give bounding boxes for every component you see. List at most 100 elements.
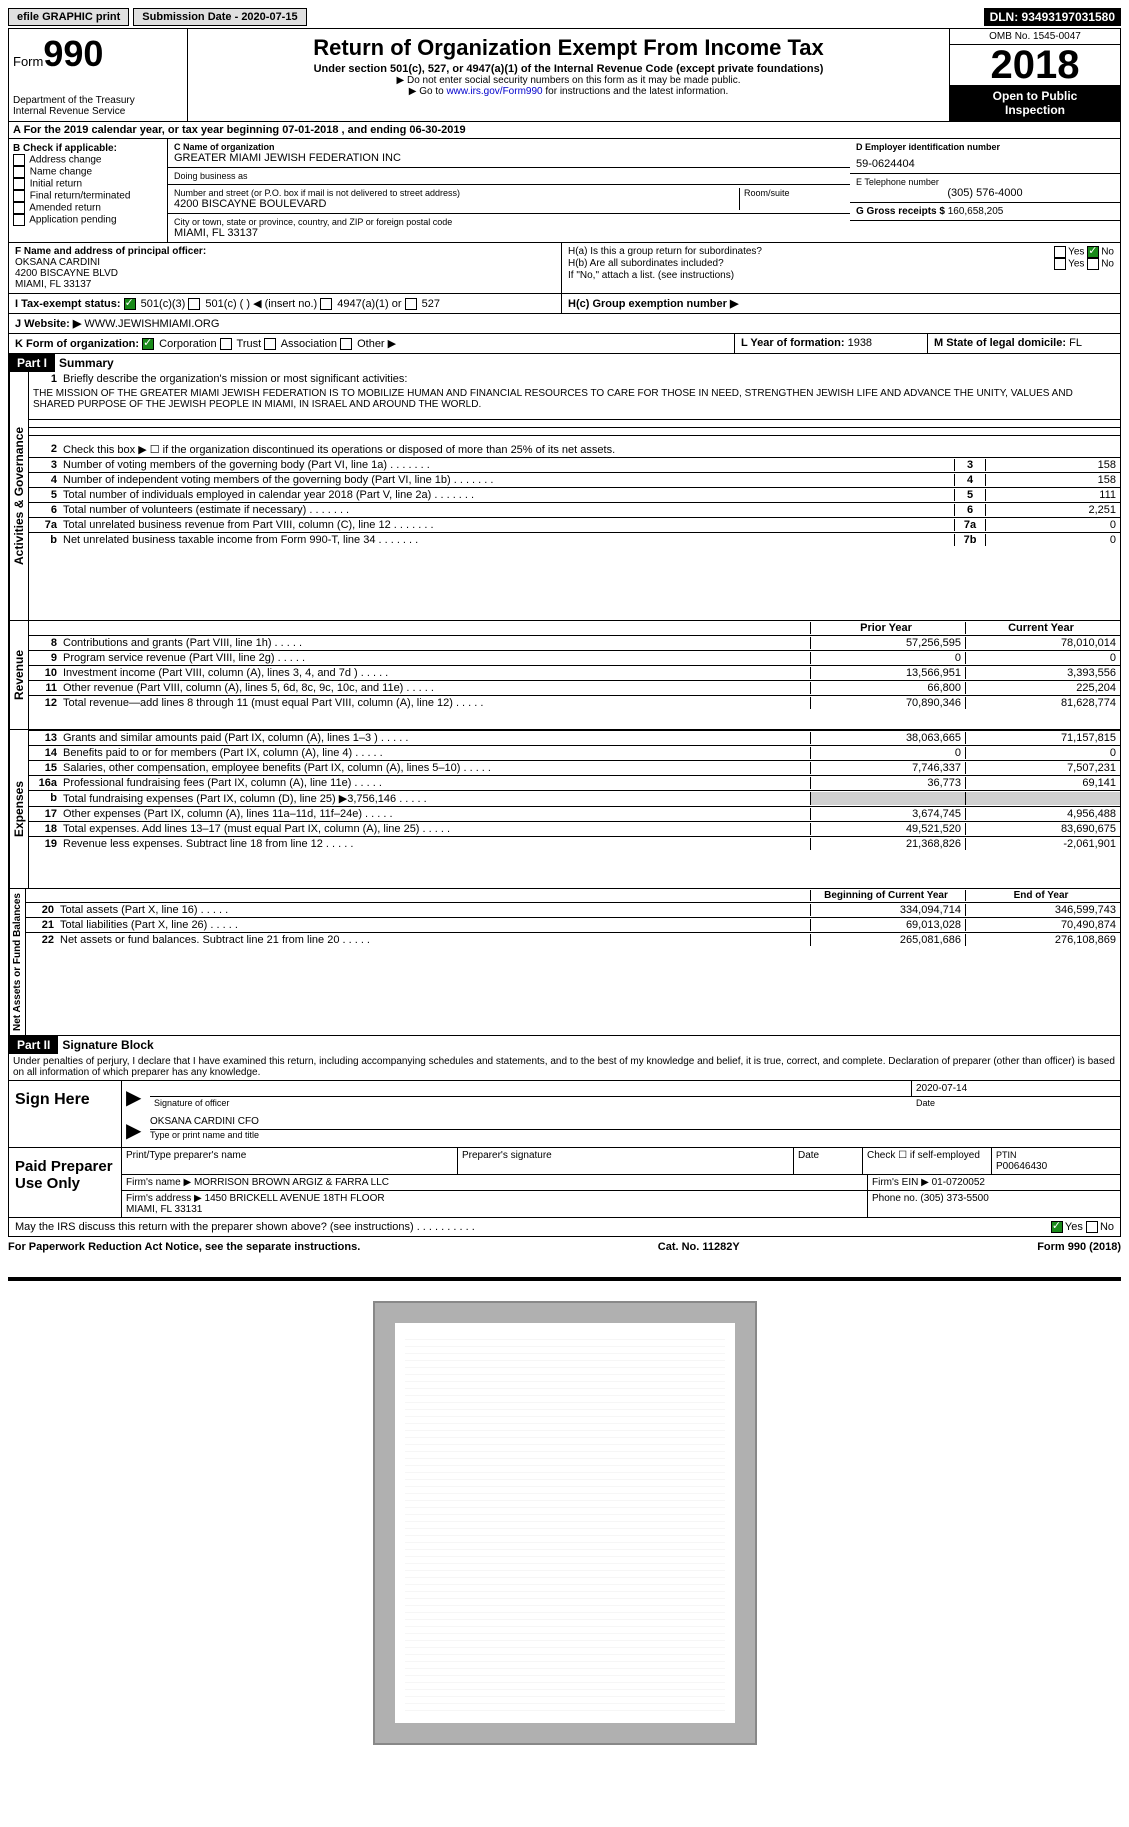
mission-text: THE MISSION OF THE GREATER MIAMI JEWISH …: [29, 386, 1120, 412]
irs-link[interactable]: www.irs.gov/Form990: [446, 86, 542, 97]
line-13: 13Grants and similar amounts paid (Part …: [29, 730, 1120, 745]
part1-title: Summary: [55, 354, 118, 372]
discuss-text: May the IRS discuss this return with the…: [15, 1221, 414, 1233]
footer-right: Form 990 (2018): [1037, 1241, 1121, 1253]
section-identity: B Check if applicable: Address change Na…: [8, 139, 1121, 243]
dln-label: DLN: 93493197031580: [984, 8, 1121, 26]
checkbox-amended-return[interactable]: Amended return: [13, 202, 163, 214]
city-value: MIAMI, FL 33137: [174, 227, 844, 239]
state-domicile: FL: [1069, 337, 1082, 349]
form-org-1[interactable]: Trust: [220, 338, 265, 350]
part2-header: Part II: [9, 1036, 58, 1054]
instruction-1: ▶ Do not enter social security numbers o…: [192, 75, 945, 86]
line-8: 8Contributions and grants (Part VIII, li…: [29, 635, 1120, 650]
line-22: 22Net assets or fund balances. Subtract …: [26, 932, 1120, 947]
submission-date: Submission Date - 2020-07-15: [133, 8, 306, 26]
line-16a: 16aProfessional fundraising fees (Part I…: [29, 775, 1120, 790]
firm-ein: 01-0720052: [932, 1177, 985, 1188]
paid-preparer-label: Paid Preparer Use Only: [9, 1148, 122, 1217]
line-4: 4Number of independent voting members of…: [29, 472, 1120, 487]
line-7a: 7aTotal unrelated business revenue from …: [29, 517, 1120, 532]
officer-addr1: 4200 BISCAYNE BLVD: [15, 268, 555, 279]
firm-phone: (305) 373-5500: [920, 1193, 988, 1204]
year-formation: 1938: [848, 337, 872, 349]
prep-sig-label: Preparer's signature: [458, 1148, 794, 1174]
line-10: 10Investment income (Part VIII, column (…: [29, 665, 1120, 680]
line-21: 21Total liabilities (Part X, line 26) . …: [26, 917, 1120, 932]
hc-label: H(c) Group exemption number ▶: [568, 298, 738, 310]
city-label: City or town, state or province, country…: [174, 217, 844, 227]
footer-mid: Cat. No. 11282Y: [658, 1241, 740, 1253]
vlabel-net: Net Assets or Fund Balances: [9, 889, 26, 1035]
ein-value: 59-0624404: [856, 158, 1114, 170]
tax-status-0[interactable]: 501(c)(3): [124, 298, 189, 310]
line-19: 19Revenue less expenses. Subtract line 1…: [29, 836, 1120, 851]
part1-header: Part I: [9, 354, 55, 372]
line-18: 18Total expenses. Add lines 13–17 (must …: [29, 821, 1120, 836]
name-title-label: Type or print name and title: [150, 1130, 1120, 1140]
form-org-3[interactable]: Other ▶: [340, 338, 396, 350]
line-b: bTotal fundraising expenses (Part IX, co…: [29, 790, 1120, 806]
box-i-label: I Tax-exempt status:: [15, 298, 121, 310]
efile-button[interactable]: efile GRAPHIC print: [8, 8, 129, 26]
line-b: bNet unrelated business taxable income f…: [29, 532, 1120, 547]
website-label: J Website: ▶: [15, 318, 81, 330]
line-3: 3Number of voting members of the governi…: [29, 457, 1120, 472]
street-label: Number and street (or P.O. box if mail i…: [174, 188, 739, 198]
line-20: 20Total assets (Part X, line 16) . . . .…: [26, 902, 1120, 917]
checkbox-initial-return[interactable]: Initial return: [13, 178, 163, 190]
line-12: 12Total revenue—add lines 8 through 11 (…: [29, 695, 1120, 710]
checkbox-address-change[interactable]: Address change: [13, 154, 163, 166]
line-5: 5Total number of individuals employed in…: [29, 487, 1120, 502]
ptin-value: P00646430: [996, 1161, 1047, 1172]
tax-status-3[interactable]: 527: [405, 298, 440, 310]
checkbox-final-return-terminated[interactable]: Final return/terminated: [13, 190, 163, 202]
gross-receipts-value: 160,658,205: [948, 206, 1004, 217]
tax-status-1[interactable]: 501(c) ( ) ◀ (insert no.): [188, 298, 320, 310]
dba-label: Doing business as: [174, 171, 844, 181]
line-2: 2Check this box ▶ ☐ if the organization …: [29, 442, 1120, 457]
phone-label: E Telephone number: [856, 177, 1114, 187]
vlabel-rev: Revenue: [9, 621, 29, 729]
form-number: 990: [43, 33, 103, 74]
top-bar: efile GRAPHIC print Submission Date - 20…: [8, 8, 1121, 26]
hb-label: H(b) Are all subordinates included?: [568, 258, 724, 270]
box-b-label: B Check if applicable:: [13, 143, 163, 154]
hdr-curr: Current Year: [965, 622, 1120, 634]
ein-label: D Employer identification number: [856, 142, 1000, 152]
org-name: GREATER MIAMI JEWISH FEDERATION INC: [174, 152, 844, 164]
sign-here-label: Sign Here: [9, 1081, 122, 1147]
firm-phone-label: Phone no.: [872, 1193, 918, 1204]
officer-addr2: MIAMI, FL 33137: [15, 279, 555, 290]
box-m-label: M State of legal domicile:: [934, 337, 1066, 349]
sig-date: 2020-07-14: [911, 1081, 1120, 1096]
dept-label: Department of the Treasury Internal Reve…: [13, 95, 183, 117]
perjury-text: Under penalties of perjury, I declare th…: [9, 1054, 1120, 1081]
hb-note: If "No," attach a list. (see instruction…: [568, 270, 1114, 281]
line-15: 15Salaries, other compensation, employee…: [29, 760, 1120, 775]
form-header: Form990 Department of the Treasury Inter…: [8, 28, 1121, 122]
form-org-2[interactable]: Association: [264, 338, 340, 350]
firm-name: MORRISON BROWN ARGIZ & FARRA LLC: [194, 1177, 389, 1188]
checkbox-name-change[interactable]: Name change: [13, 166, 163, 178]
sig-officer-label: Signature of officer: [150, 1097, 912, 1109]
vlabel-ag: Activities & Governance: [9, 372, 29, 620]
box-c-name-label: C Name of organization: [174, 142, 275, 152]
form-org-0[interactable]: Corporation: [142, 338, 220, 350]
tax-year: 2018: [950, 45, 1120, 85]
prep-date-label: Date: [794, 1148, 863, 1174]
vlabel-exp: Expenses: [9, 730, 29, 888]
period-line: A For the 2019 calendar year, or tax yea…: [8, 122, 1121, 139]
line-6: 6Total number of volunteers (estimate if…: [29, 502, 1120, 517]
ptin-label: PTIN: [996, 1150, 1017, 1160]
tax-status-2[interactable]: 4947(a)(1) or: [320, 298, 404, 310]
line-17: 17Other expenses (Part IX, column (A), l…: [29, 806, 1120, 821]
firm-addr-label: Firm's address ▶: [126, 1193, 202, 1204]
checkbox-application-pending[interactable]: Application pending: [13, 214, 163, 226]
line-9: 9Program service revenue (Part VIII, lin…: [29, 650, 1120, 665]
inspection-label: Open to Public Inspection: [950, 85, 1120, 121]
form-subtitle: Under section 501(c), 527, or 4947(a)(1)…: [192, 63, 945, 75]
line-14: 14Benefits paid to or for members (Part …: [29, 745, 1120, 760]
officer-name-title: OKSANA CARDINI CFO: [150, 1114, 1120, 1130]
page-thumbnail: [8, 1277, 1121, 1745]
